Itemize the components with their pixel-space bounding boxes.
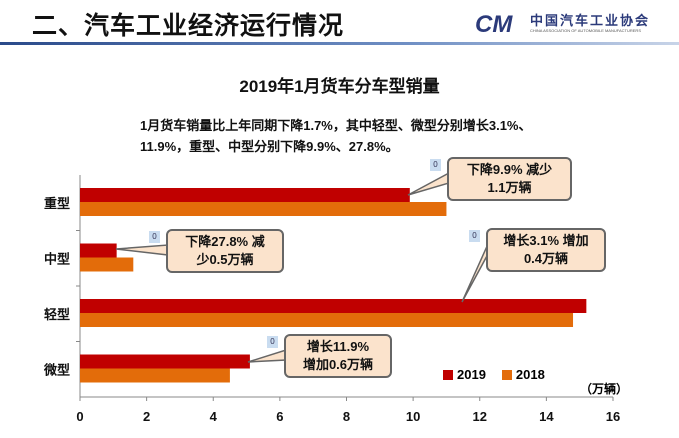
legend: 2019 2018 [443, 367, 545, 382]
category-label: 中型 [44, 251, 70, 266]
legend-swatch-2019 [443, 369, 453, 380]
bar-2019 [80, 243, 117, 258]
logo-text: 中国汽车工业协会 [530, 13, 651, 28]
chart-title: 2019年1月货车分车型销量 [239, 77, 440, 96]
callout-line: 下降27.8% 减 [185, 234, 265, 249]
bar-2019 [80, 188, 410, 202]
logo: CM 中国汽车工业协会 CHINA ASSOCIATION OF AUTOMOB… [475, 10, 675, 38]
bar-2018 [80, 313, 574, 327]
callout-pointer [461, 243, 489, 303]
x-tick-label: 4 [210, 409, 218, 424]
x-tick-label: 16 [606, 409, 620, 424]
bar-2018 [80, 257, 134, 272]
legend-label-2019: 2019 [457, 367, 486, 382]
category-label: 轻型 [44, 307, 70, 322]
bar-2019 [80, 299, 587, 313]
annotation-callout: 增长3.1% 增加 0.4万辆 [486, 228, 606, 272]
x-tick-label: 10 [406, 409, 420, 424]
bar-2018 [80, 368, 230, 383]
marker-label: 0 [149, 231, 160, 243]
annotation-callout: 下降27.8% 减少0.5万辆 [166, 229, 284, 273]
x-tick-label: 0 [76, 409, 83, 424]
x-tick-label: 14 [539, 409, 554, 424]
bar-2018 [80, 202, 447, 216]
callout-line: 0.4万辆 [523, 251, 569, 266]
section-heading: 二、汽车工业经济运行情况 [32, 12, 345, 40]
x-tick-label: 2 [143, 409, 150, 424]
callout-line: 增长3.1% 增加 [503, 233, 589, 248]
callout-line: 增加0.6万辆 [302, 357, 374, 372]
annotation-callout: 增长11.9% 增加0.6万辆 [284, 334, 392, 378]
svg-text:CM: CM [475, 11, 513, 36]
summary-line: 1月货车销量比上年同期下降1.7%，其中轻型、微型分别增长3.1%、 [140, 118, 532, 133]
category-label: 微型 [43, 362, 70, 377]
callout-pointer [115, 244, 169, 256]
legend-swatch-2018 [501, 369, 512, 380]
callout-pointer [247, 348, 287, 363]
marker-label: 0 [469, 230, 480, 242]
marker-label: 0 [267, 336, 278, 348]
cm-logo-icon: CM [475, 11, 513, 38]
callout-line: 1.1万辆 [487, 180, 532, 195]
x-tick-label: 8 [343, 409, 350, 424]
unit-label: （万辆） [580, 382, 629, 396]
summary-line: 11.9%，重型、中型分别下降9.9%、27.8%。 [140, 139, 399, 154]
callout-pointer [407, 171, 450, 196]
summary-text: 1月货车销量比上年同期下降1.7%，其中轻型、微型分别增长3.1%、 11.9%… [140, 115, 532, 157]
logo-subtext: CHINA ASSOCIATION OF AUTOMOBILE MANUFACT… [530, 28, 641, 33]
legend-label-2018: 2018 [515, 367, 545, 382]
marker-label: 0 [430, 159, 441, 171]
header-divider [0, 42, 679, 45]
x-tick-label: 6 [276, 409, 283, 424]
callout-line: 下降9.9% 减少 [466, 162, 553, 177]
callout-line: 少0.5万辆 [196, 252, 254, 267]
callout-line: 增长11.9% [306, 339, 370, 354]
x-tick-label: 12 [473, 409, 487, 424]
category-label: 重型 [44, 196, 70, 211]
annotation-callout: 下降9.9% 减少 1.1万辆 [447, 157, 572, 201]
bar-2019 [80, 354, 250, 369]
